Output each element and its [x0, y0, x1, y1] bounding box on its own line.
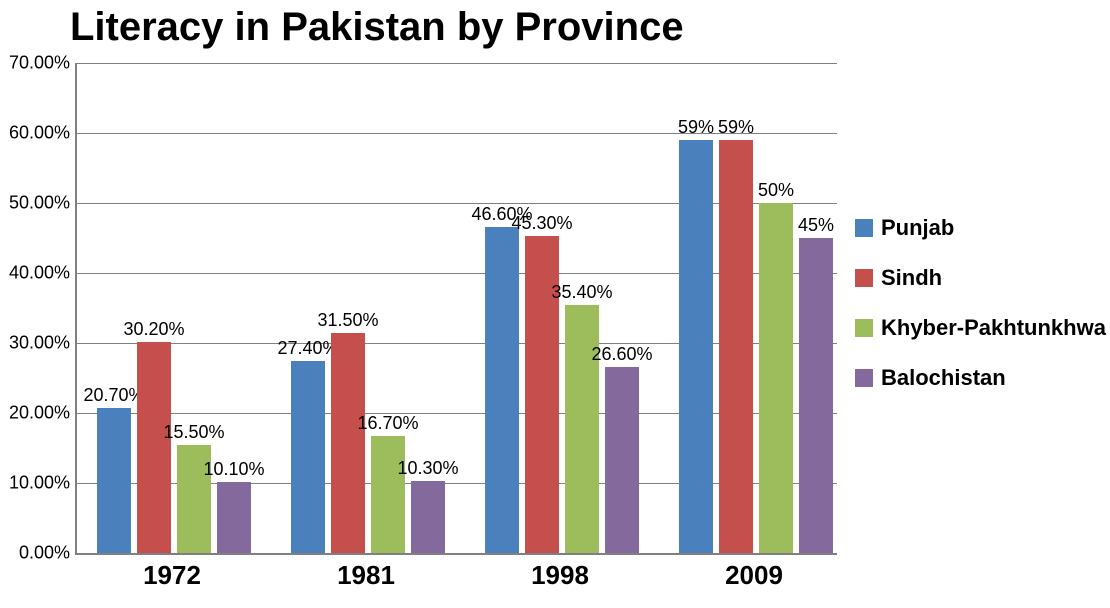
- bar: [679, 140, 713, 553]
- y-axis-tick-label: 70.00%: [0, 53, 70, 74]
- chart-title: Literacy in Pakistan by Province: [70, 5, 684, 50]
- bar-value-label: 10.30%: [397, 458, 458, 479]
- bar: [97, 408, 131, 553]
- y-axis-tick-label: 50.00%: [0, 193, 70, 214]
- bar-value-label: 27.40%: [277, 338, 338, 359]
- bar-value-label: 59%: [678, 117, 714, 138]
- bar: [759, 203, 793, 553]
- bar-value-label: 45.30%: [511, 213, 572, 234]
- bar: [411, 481, 445, 553]
- bar: [331, 333, 365, 554]
- legend-label: Khyber-Pakhtunkhwa: [881, 315, 1106, 341]
- legend-item-balochistan: Balochistan: [855, 365, 1106, 391]
- bar: [371, 436, 405, 553]
- x-axis-category-label: 1998: [531, 560, 589, 591]
- bar-value-label: 20.70%: [83, 385, 144, 406]
- bar: [565, 305, 599, 553]
- y-axis-tick-label: 20.00%: [0, 403, 70, 424]
- legend-swatch: [855, 319, 873, 337]
- y-axis-tick-label: 0.00%: [0, 543, 70, 564]
- y-axis-tick-label: 60.00%: [0, 123, 70, 144]
- bar: [217, 482, 251, 553]
- bar: [719, 140, 753, 553]
- x-axis-category-label: 1972: [143, 560, 201, 591]
- legend-swatch: [855, 269, 873, 287]
- bar-value-label: 26.60%: [591, 344, 652, 365]
- bar-value-label: 50%: [758, 180, 794, 201]
- bar: [291, 361, 325, 553]
- legend-swatch: [855, 219, 873, 237]
- bar-value-label: 30.20%: [123, 319, 184, 340]
- legend-label: Balochistan: [881, 365, 1006, 391]
- bar-value-label: 35.40%: [551, 282, 612, 303]
- bar: [605, 367, 639, 553]
- y-axis-tick-label: 30.00%: [0, 333, 70, 354]
- plot-area: 20.70% 30.20% 15.50% 10.10% 27.40% 31.50% 16.7…: [75, 63, 837, 555]
- legend-item-punjab: Punjab: [855, 215, 1106, 241]
- bar-value-label: 59%: [718, 117, 754, 138]
- y-axis-tick-label: 10.00%: [0, 473, 70, 494]
- bar: [485, 227, 519, 553]
- bar: [799, 238, 833, 553]
- legend-label: Punjab: [881, 215, 954, 241]
- legend-item-khyber-pakhtunkhwa: Khyber-Pakhtunkhwa: [855, 315, 1106, 341]
- legend-label: Sindh: [881, 265, 942, 291]
- legend: Punjab Sindh Khyber-Pakhtunkhwa Balochis…: [855, 215, 1106, 415]
- chart-container: Literacy in Pakistan by Province 20.70% 3…: [0, 0, 1110, 608]
- bar-value-label: 15.50%: [163, 422, 224, 443]
- x-axis-category-label: 1981: [337, 560, 395, 591]
- bar-value-label: 31.50%: [317, 310, 378, 331]
- bar: [137, 342, 171, 553]
- legend-item-sindh: Sindh: [855, 265, 1106, 291]
- bar-value-label: 10.10%: [203, 459, 264, 480]
- legend-swatch: [855, 369, 873, 387]
- gridline: [77, 63, 837, 64]
- x-axis-category-label: 2009: [725, 560, 783, 591]
- bar-value-label: 16.70%: [357, 413, 418, 434]
- bar-value-label: 45%: [798, 215, 834, 236]
- y-axis-tick-label: 40.00%: [0, 263, 70, 284]
